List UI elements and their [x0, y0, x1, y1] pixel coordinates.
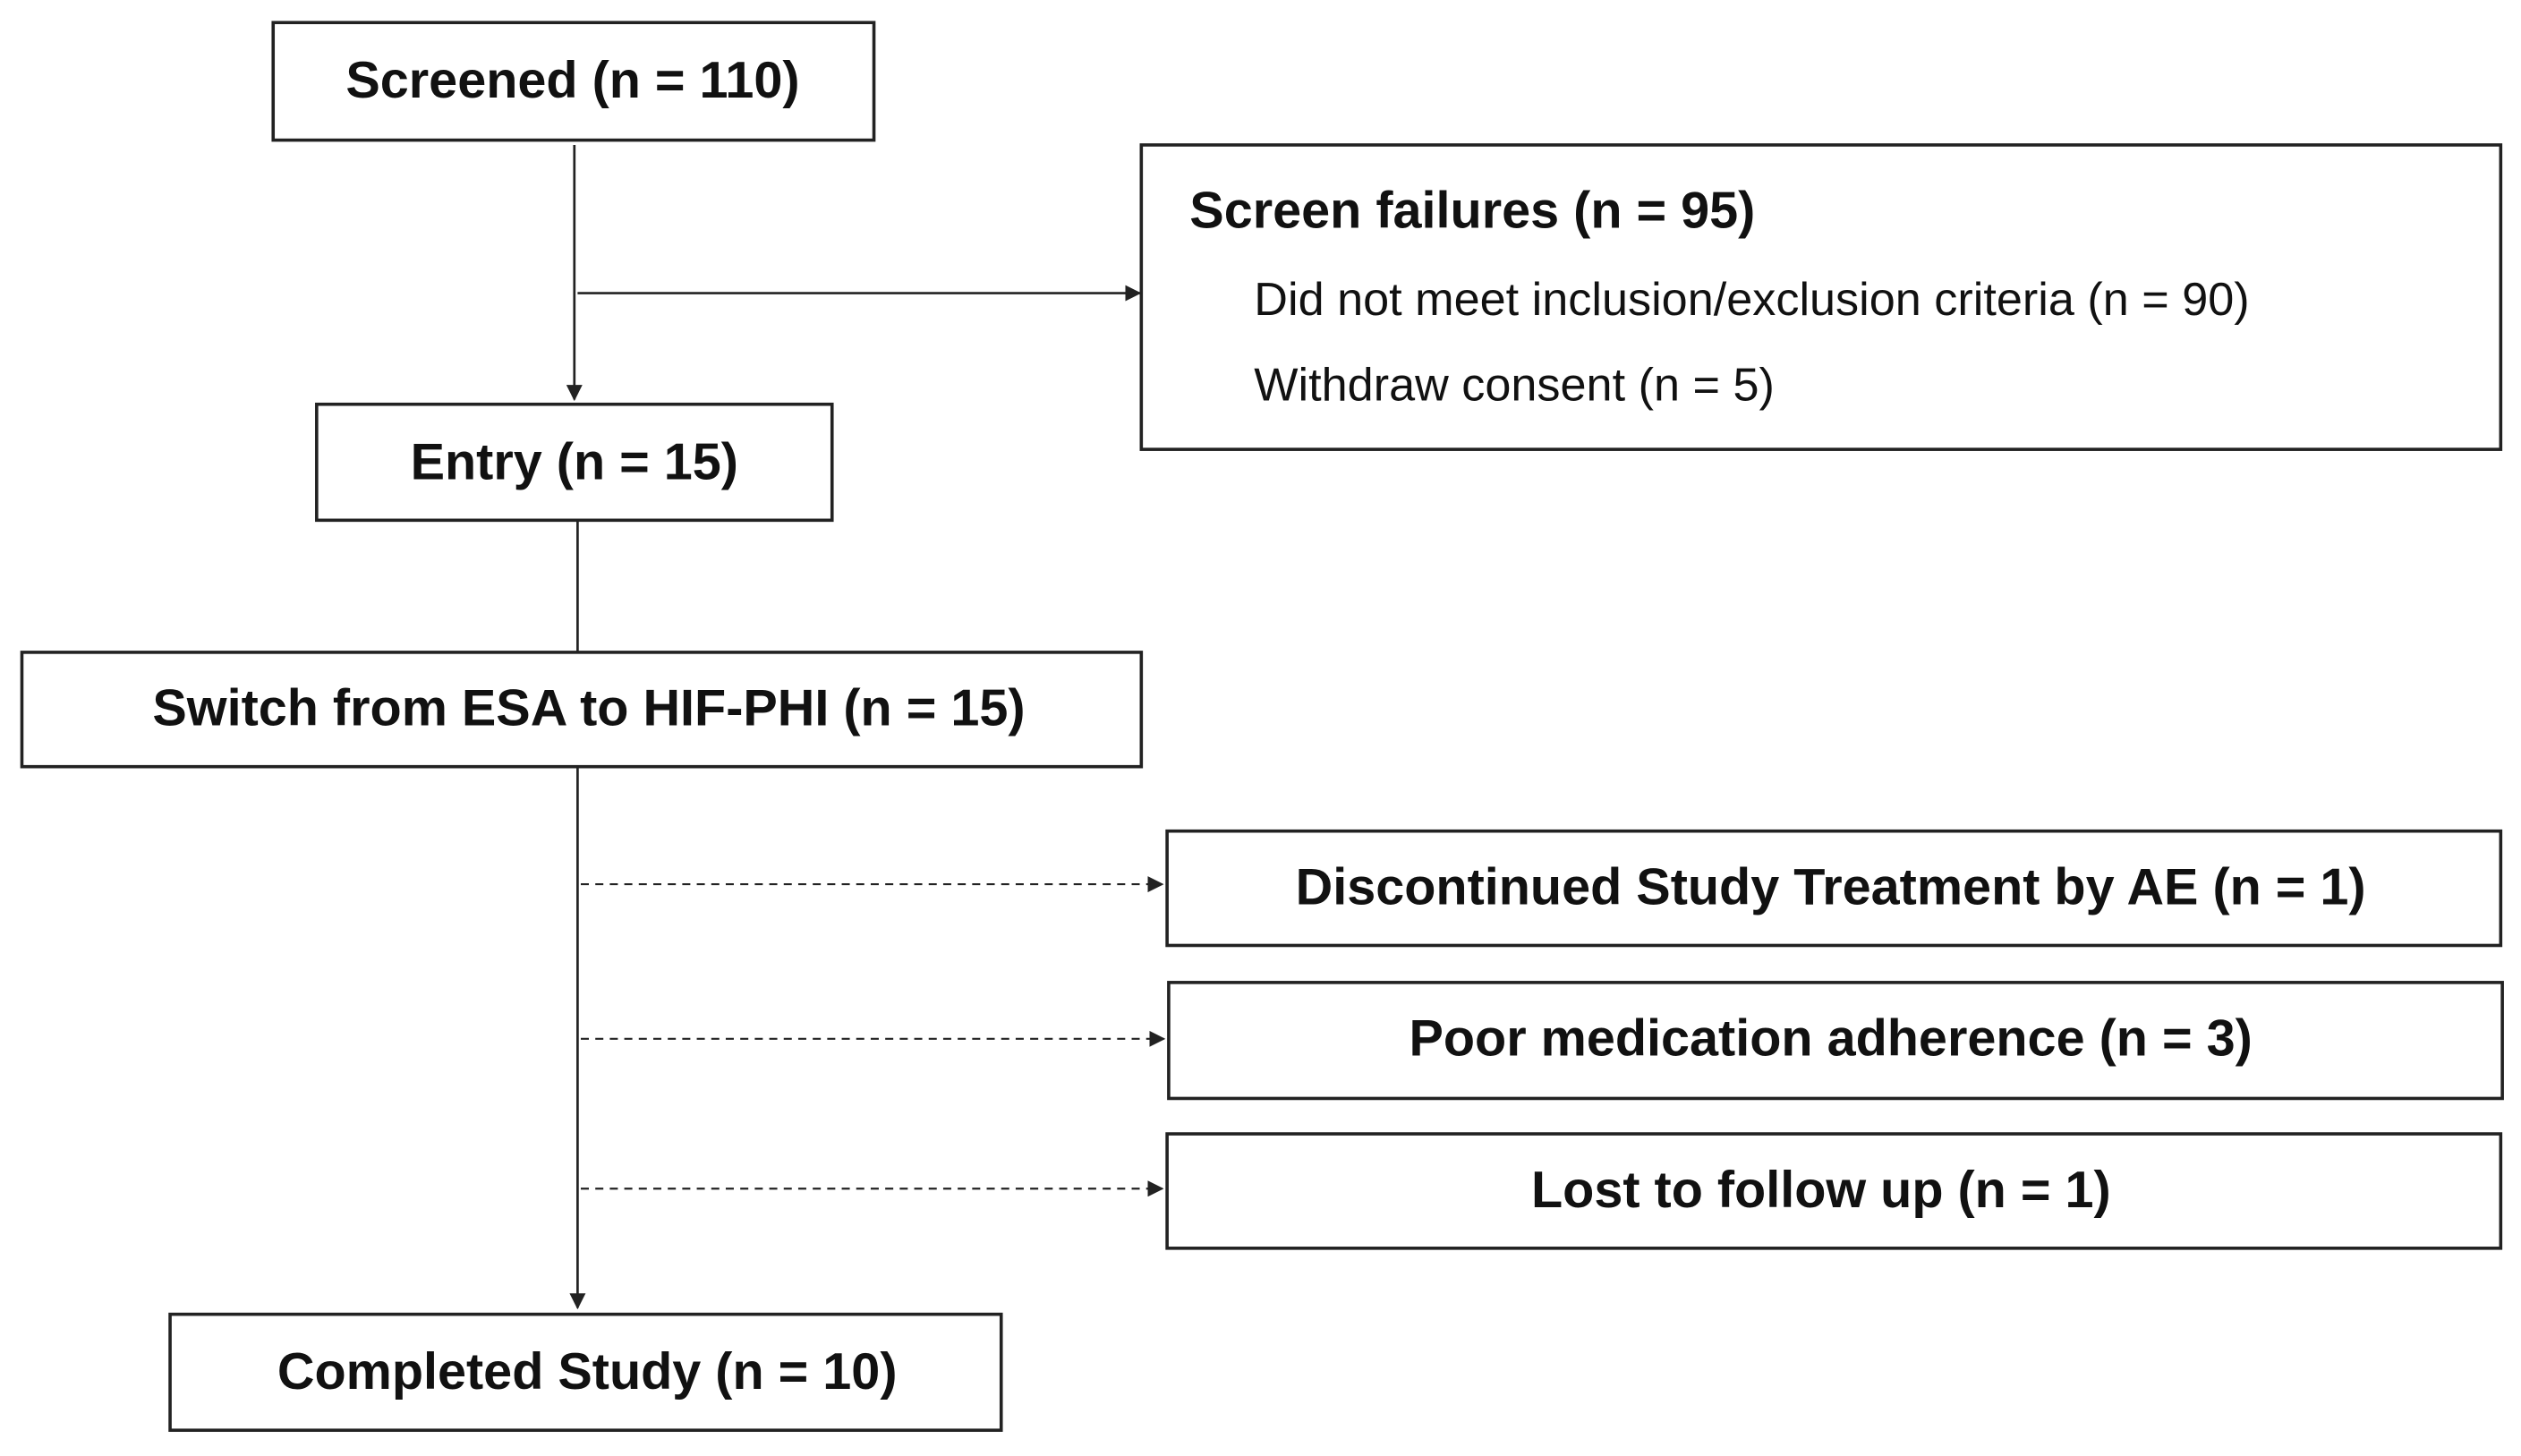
box [20, 651, 1144, 769]
box-label: Completed Study (n = 10) [277, 1343, 898, 1401]
box [1139, 143, 2503, 451]
box [168, 1312, 1003, 1433]
box-item: Did not meet inclusion/exclusion criteri… [1254, 274, 2249, 326]
box-label: Entry (n = 15) [411, 433, 738, 490]
box-label: Poor medication adherence (n = 3) [1409, 1010, 2252, 1068]
box [1167, 981, 2504, 1101]
box [315, 402, 834, 523]
box-label: Screened (n = 110) [345, 52, 799, 109]
box-label: Switch from ESA to HIF-PHI (n = 15) [152, 680, 1025, 737]
box [1165, 1132, 2503, 1250]
box-label: Lost to follow up (n = 1) [1531, 1162, 2111, 1219]
box-item: Withdraw consent (n = 5) [1254, 360, 1775, 412]
box-label: Discontinued Study Treatment by AE (n = … [1296, 858, 2366, 915]
box [1165, 829, 2503, 948]
box [271, 21, 876, 142]
box-title: Screen failures (n = 95) [1189, 183, 1755, 240]
